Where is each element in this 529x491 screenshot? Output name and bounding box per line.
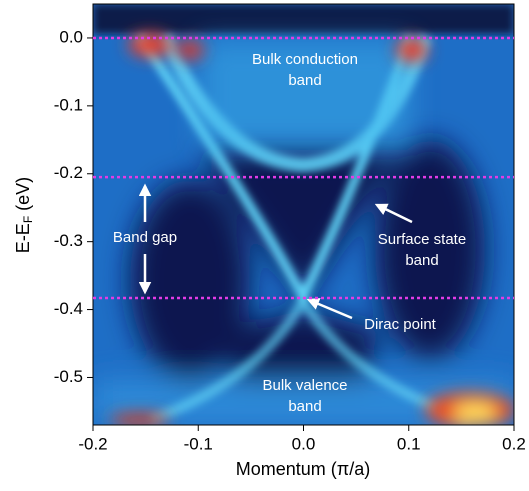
y-tick-label: -0.1 — [54, 95, 83, 114]
y-tick-label: 0.0 — [59, 27, 83, 46]
x-axis-label: Momentum (π/a) — [236, 459, 370, 479]
annotation: band — [288, 398, 321, 415]
x-tick-label: -0.2 — [78, 434, 107, 453]
y-axis-label-part: (eV) — [13, 177, 33, 216]
y-axis-label-part: E-E — [13, 223, 33, 253]
annotation: Dirac point — [364, 316, 437, 333]
annotation: Bulk valence — [262, 377, 347, 394]
annotation: band — [405, 252, 438, 269]
y-tick-label: -0.3 — [54, 231, 83, 250]
y-tick-label: -0.2 — [54, 163, 83, 182]
y-axis-label: E-EF (eV) — [13, 177, 35, 253]
annotation: Bulk conduction — [252, 51, 358, 68]
x-tick-label: 0.1 — [397, 434, 421, 453]
x-tick-label: -0.1 — [184, 434, 213, 453]
x-tick-label: 0.2 — [502, 434, 526, 453]
x-tick-label: 0.0 — [292, 434, 316, 453]
annotation: Band gap — [113, 229, 177, 246]
annotation: band — [288, 72, 321, 89]
y-tick-label: -0.4 — [54, 299, 83, 318]
y-axis-label-sub: F — [21, 216, 35, 223]
annotation: Surface state — [378, 231, 466, 248]
y-tick-label: -0.5 — [54, 367, 83, 386]
